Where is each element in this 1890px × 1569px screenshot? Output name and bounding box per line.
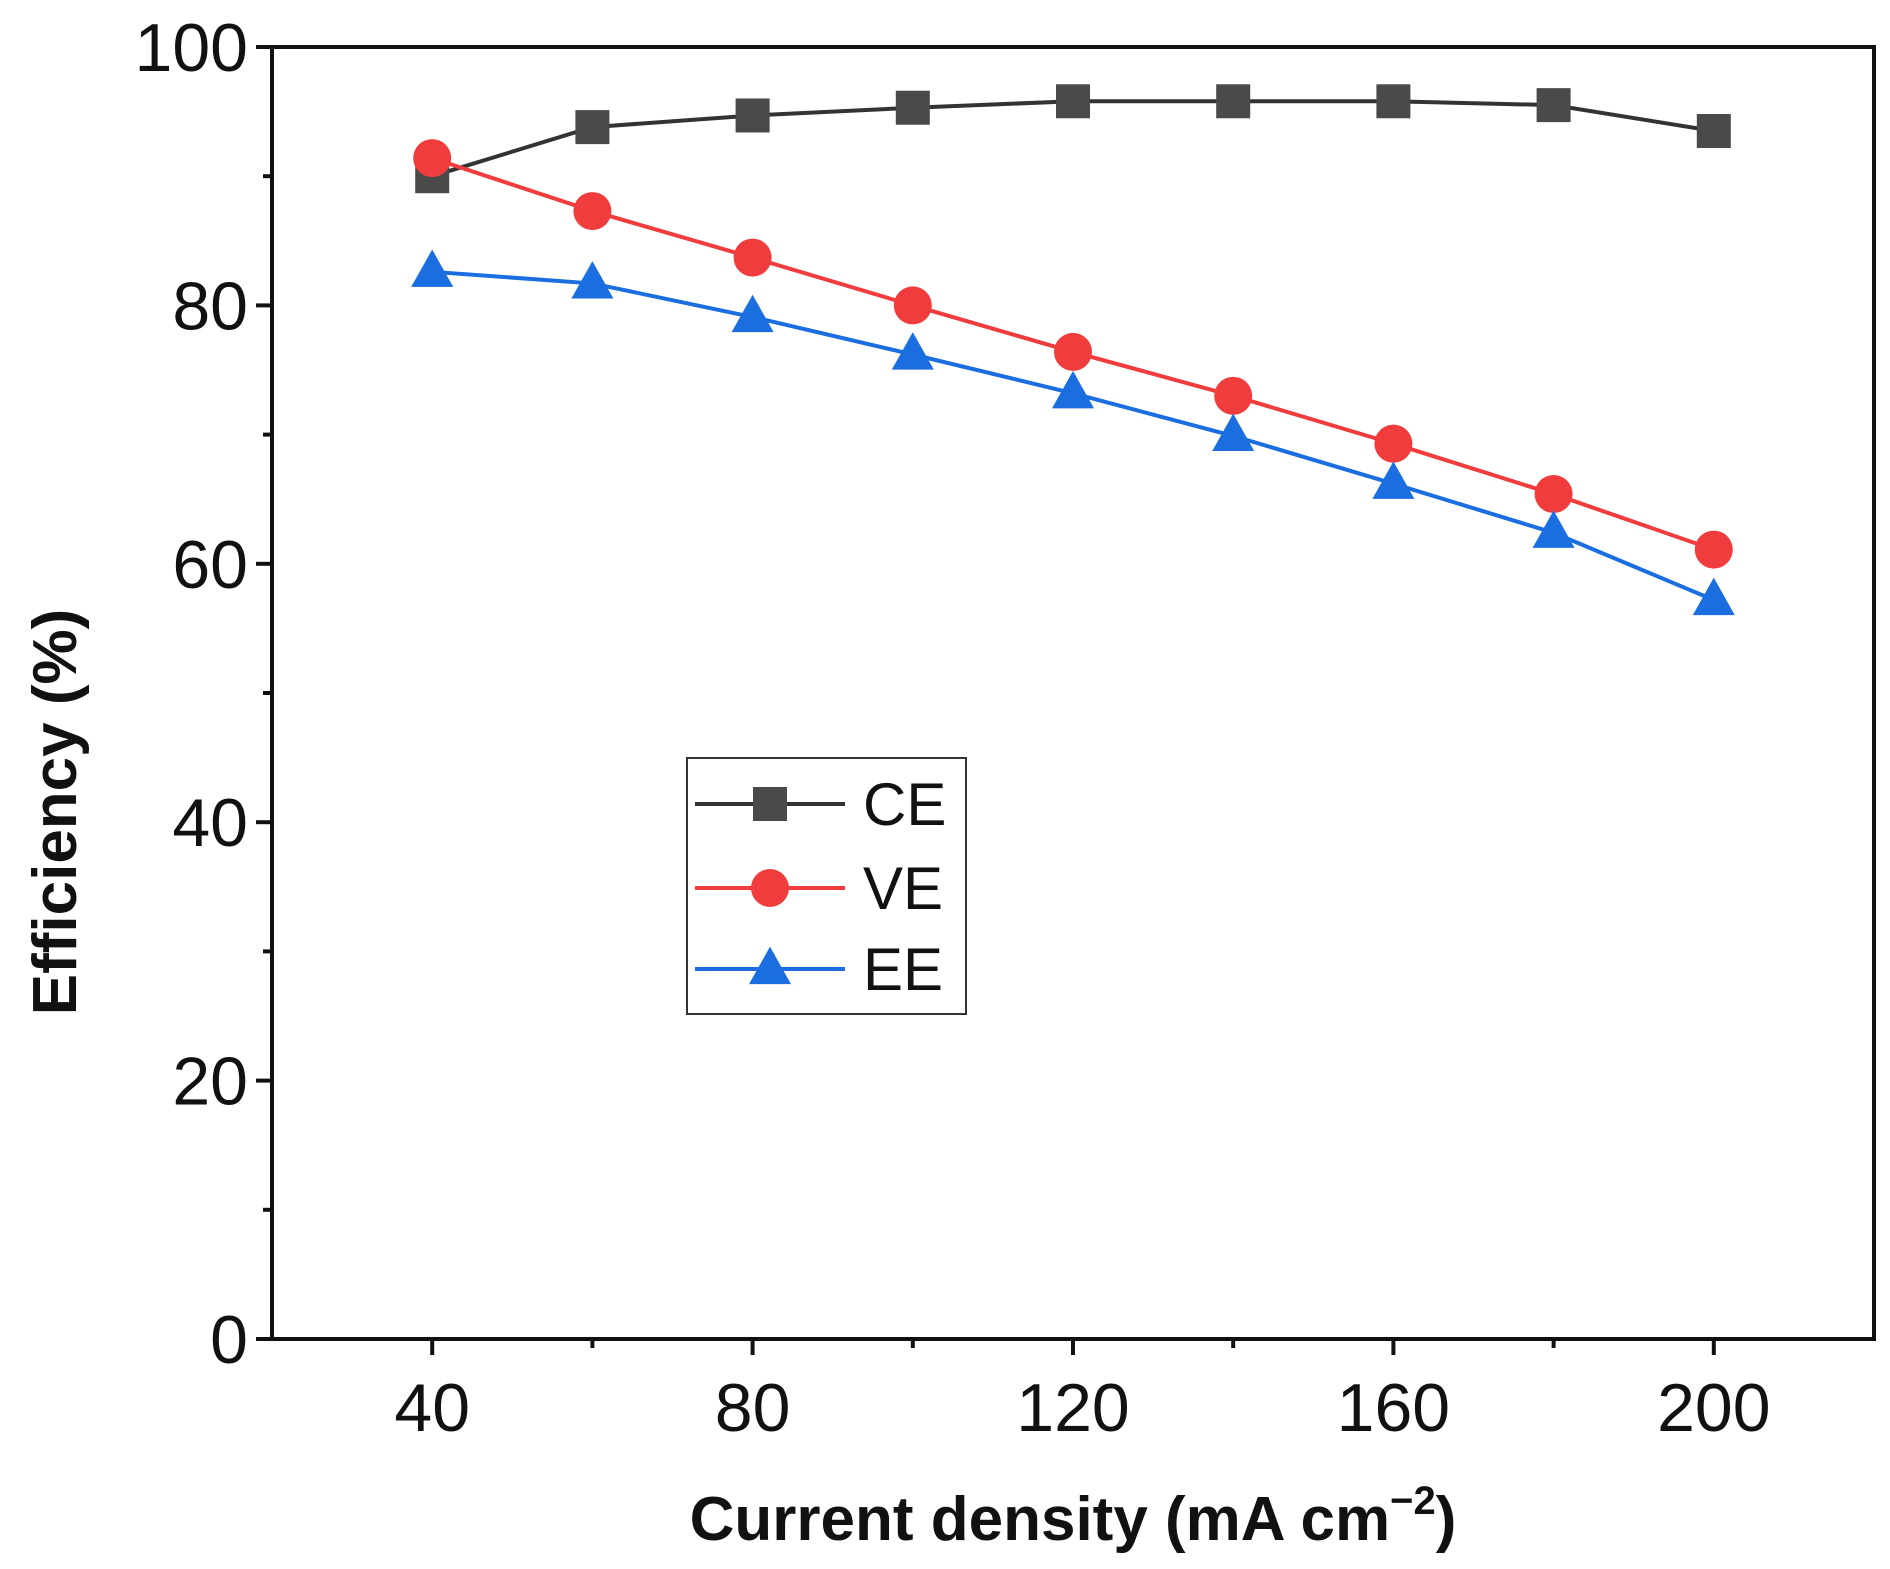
point-ce-60 [575, 110, 610, 145]
point-ve-160 [1374, 424, 1413, 463]
y-tick-label-80: 80 [172, 268, 248, 344]
point-ve-40 [413, 139, 452, 178]
point-ee-40 [411, 249, 454, 287]
point-ce-200 [1696, 113, 1731, 148]
point-ve-120 [1054, 332, 1092, 371]
series-ee [411, 249, 1735, 616]
series-ve [413, 139, 1733, 569]
data-series [411, 84, 1735, 616]
legend-marker-ve [751, 869, 789, 907]
plot-frame [270, 45, 1876, 1341]
x-tick-label-40: 40 [394, 1370, 470, 1446]
legend-marker-ee [749, 946, 791, 985]
x-tick-label-120: 120 [1016, 1370, 1129, 1446]
x-axis-title-superscript: −2 [1390, 1479, 1436, 1523]
point-ce-120 [1056, 84, 1090, 119]
point-ee-200 [1692, 577, 1735, 616]
point-ve-180 [1534, 475, 1573, 514]
series-line-ee [432, 269, 1715, 602]
point-ee-120 [1052, 370, 1094, 409]
y-tick-label-40: 40 [172, 785, 248, 861]
point-ce-100 [895, 90, 930, 125]
legend-label-ee: EE [863, 936, 943, 1003]
x-axis-title-main: Current density (mA cm [690, 1485, 1391, 1554]
point-ve-60 [573, 192, 612, 231]
point-ce-180 [1536, 88, 1571, 123]
y-tick-label-60: 60 [172, 527, 248, 603]
legend: CE VE EE [686, 757, 967, 1015]
x-tick-label-80: 80 [715, 1370, 791, 1446]
y-tick-label-20: 20 [172, 1044, 248, 1120]
x-tick-label-160: 160 [1337, 1370, 1450, 1446]
y-tick-label-0: 0 [210, 1302, 248, 1378]
axes [270, 45, 1876, 1341]
point-ee-80 [731, 294, 774, 333]
point-ee-160 [1372, 461, 1415, 499]
y-axis-title: Efficiency (%) [21, 609, 90, 1016]
point-ce-160 [1376, 84, 1411, 119]
x-axis-title-close: ) [1436, 1485, 1457, 1554]
point-ee-100 [891, 332, 934, 370]
point-ve-200 [1694, 530, 1733, 569]
point-ee-140 [1212, 413, 1255, 452]
point-ee-60 [571, 261, 614, 299]
ticks: 0 20 40 60 80 100 40 80 120 160 200 [135, 10, 1771, 1446]
point-ve-140 [1214, 376, 1253, 415]
point-ve-100 [893, 286, 932, 325]
y-tick-label-100: 100 [135, 10, 248, 86]
point-ce-80 [735, 98, 770, 133]
point-ve-80 [733, 238, 772, 277]
legend-label-ce: CE [863, 771, 946, 838]
point-ee-180 [1532, 510, 1575, 548]
x-tick-label-200: 200 [1657, 1370, 1770, 1446]
point-ce-140 [1216, 84, 1251, 119]
legend-marker-ce [753, 787, 787, 821]
series-ce [415, 84, 1731, 194]
x-axis-title: Current density (mA cm−2) [690, 1479, 1457, 1554]
legend-label-ve: VE [863, 855, 943, 922]
